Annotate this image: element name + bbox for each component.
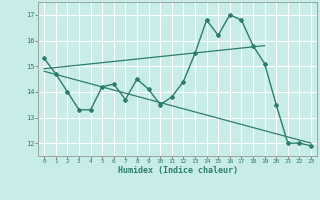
X-axis label: Humidex (Indice chaleur): Humidex (Indice chaleur) [118, 166, 238, 175]
